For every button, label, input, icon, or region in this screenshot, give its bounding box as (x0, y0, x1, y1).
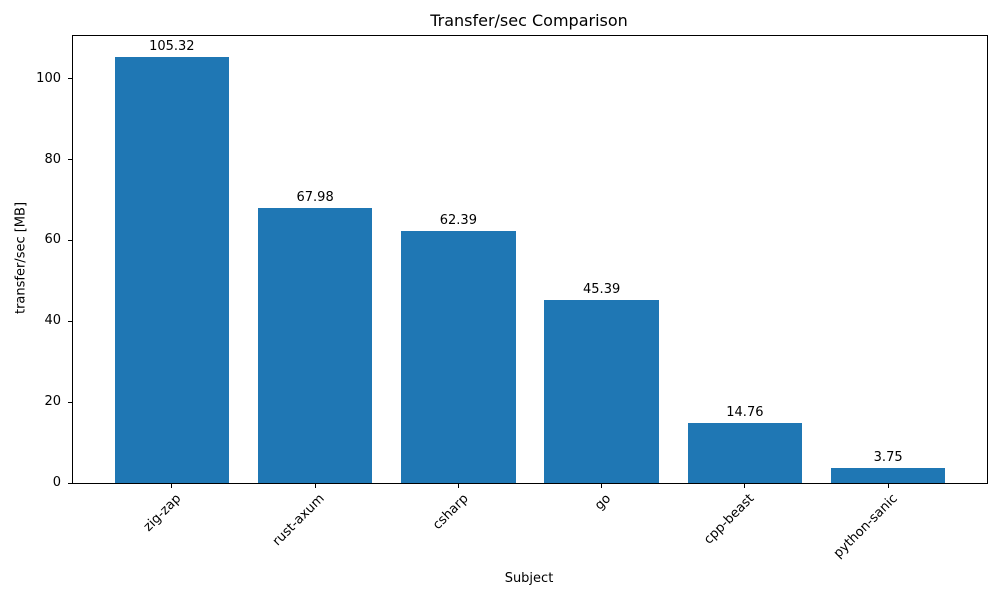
x-tick-label-python-sanic: python-sanic (831, 491, 902, 562)
bar-value-label-python-sanic: 3.75 (873, 449, 903, 465)
bar-csharp (401, 230, 516, 483)
x-tick-label-go: go (592, 491, 615, 514)
bar-python-sanic (830, 467, 946, 483)
x-tick-mark (744, 484, 746, 488)
x-axis-label: Subject (504, 571, 554, 586)
y-tick-mark (68, 78, 72, 80)
y-tick-mark (68, 401, 72, 403)
bar-value-label-rust-axum: 67.98 (296, 190, 334, 206)
chart-title: Transfer/sec Comparison (430, 11, 628, 30)
x-tick-mark (171, 484, 173, 488)
bar-value-label-go: 45.39 (583, 281, 621, 297)
bar-value-label-csharp: 62.39 (439, 212, 477, 228)
bar-go (544, 299, 659, 483)
x-tick-label-zig-zap: zig-zap (141, 491, 185, 535)
y-tick-label: 20 (44, 394, 61, 410)
bar-cpp-beast (687, 423, 803, 483)
y-tick-label: 80 (44, 151, 61, 167)
plot-area: 0 20 40 60 80 100 105.32 zig-zap 67.98 rust-axum 6… (36, 35, 988, 561)
y-tick-mark (68, 482, 72, 484)
y-tick-label: 40 (44, 313, 61, 329)
x-tick-mark (457, 484, 459, 488)
bar-rust-axum (257, 208, 373, 483)
x-tick-label-csharp: csharp (429, 491, 472, 533)
x-tick-mark (887, 484, 889, 488)
y-tick-mark (68, 320, 72, 322)
bar-value-label-zig-zap: 105.32 (149, 39, 195, 55)
x-tick-label-rust-axum: rust-axum (270, 491, 329, 550)
y-tick-mark (68, 239, 72, 241)
x-tick-mark (314, 484, 316, 488)
x-tick-label-cpp-beast: cpp-beast (701, 491, 758, 548)
x-tick-mark (601, 484, 603, 488)
y-tick-label: 100 (36, 70, 61, 86)
y-axis-label: transfer/sec [MB] (13, 201, 29, 315)
bar-value-label-cpp-beast: 14.76 (726, 405, 764, 421)
y-tick-label: 0 (52, 475, 61, 490)
y-tick-mark (68, 159, 72, 161)
bar-zig-zap (114, 57, 230, 483)
y-tick-label: 60 (44, 232, 61, 248)
